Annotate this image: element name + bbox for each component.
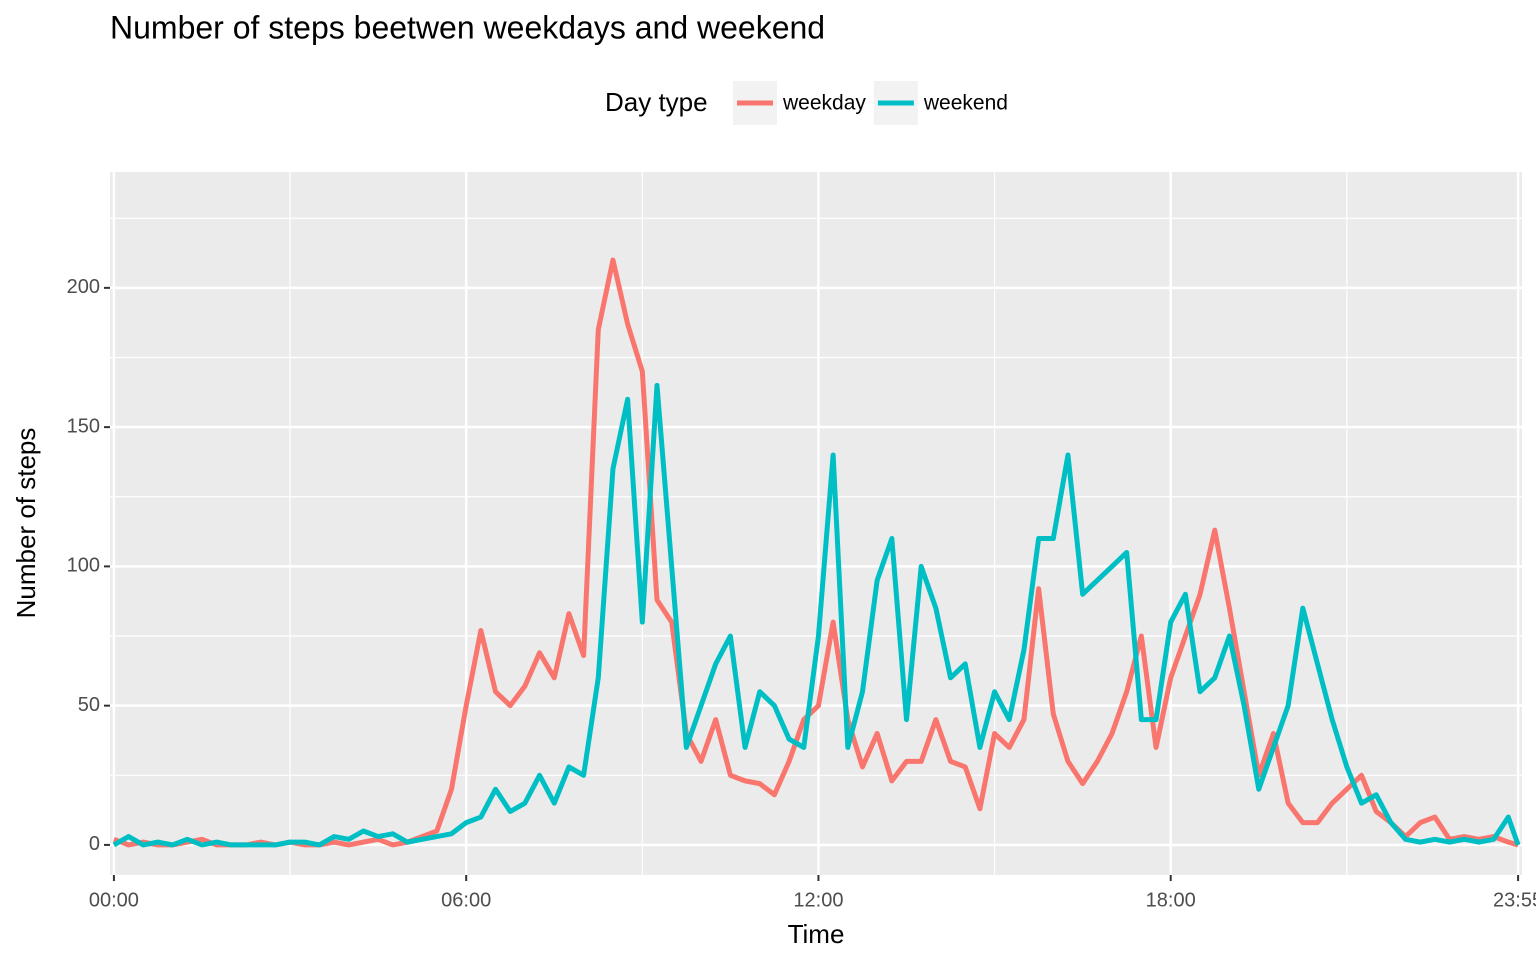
x-tick-label: 12:00 <box>793 889 843 911</box>
x-tick-label: 06:00 <box>441 889 491 911</box>
legend-label: weekend <box>923 92 1008 115</box>
series-line <box>113 257 1519 848</box>
chart-title: Number of steps beetwen weekdays and wee… <box>110 9 825 45</box>
y-axis-label: Number of steps <box>11 428 41 619</box>
legend-title: Day type <box>605 87 708 117</box>
panel <box>110 172 1522 875</box>
y-tick-label: 150 <box>67 415 100 437</box>
y-tick-label: 0 <box>89 833 100 855</box>
y-tick-label: 50 <box>78 694 100 716</box>
grid <box>110 172 1522 875</box>
legend-label: weekday <box>782 92 866 115</box>
series-line <box>112 382 1521 848</box>
y-tick-label: 200 <box>67 276 100 298</box>
legend: weekday weekend <box>733 81 1008 125</box>
axes: 0 50 100 150 200 00:00 06:00 12:00 18:00 23:55 <box>67 276 1536 911</box>
x-tick-label: 00:00 <box>89 889 139 911</box>
lines <box>112 257 1521 848</box>
x-axis-label: Time <box>788 919 845 949</box>
y-tick-label: 100 <box>67 555 100 577</box>
x-tick-label: 18:00 <box>1146 889 1196 911</box>
x-tick-label: 23:55 <box>1493 889 1536 911</box>
